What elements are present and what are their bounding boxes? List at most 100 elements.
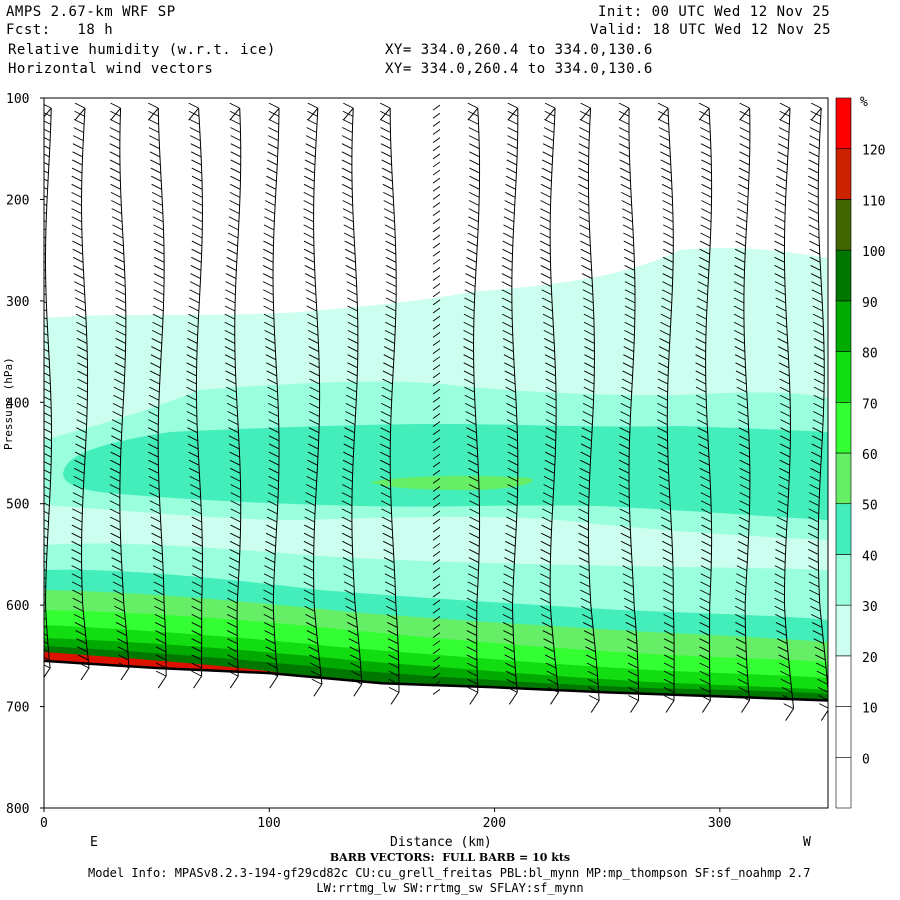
barb-flag (619, 427, 630, 434)
barb-flag (540, 256, 551, 263)
barb-flag (306, 118, 318, 125)
barb-flag (381, 516, 393, 523)
wind-barb-column (733, 102, 751, 713)
barb-flag (695, 354, 706, 361)
barb-flag (343, 565, 354, 572)
barb-bottom-hook (313, 683, 323, 697)
barb-flag (44, 340, 49, 344)
barb-flag (545, 419, 557, 426)
barb-flag (657, 451, 669, 458)
barb-flag (811, 289, 823, 296)
barb-flag (227, 419, 239, 426)
barb-flag (346, 378, 358, 385)
barb-flag (737, 402, 748, 409)
barb-flag (464, 386, 475, 393)
barb-flag (118, 662, 130, 669)
colorbar-swatch (835, 351, 852, 403)
barb-flag (384, 338, 395, 344)
barb-flag (148, 394, 160, 401)
barb-flag (663, 695, 675, 701)
barb-flag (264, 208, 275, 215)
barb-flag (304, 605, 315, 612)
barb-flag (155, 638, 166, 645)
barb-flag (625, 622, 637, 628)
wind-barb-column (303, 102, 323, 697)
colorbar-label: 110 (862, 194, 885, 209)
barb-flag (110, 102, 121, 109)
barb-flag (224, 321, 235, 328)
barb-flag (507, 686, 518, 693)
barb-flag (469, 516, 480, 523)
barb-flag (540, 240, 551, 247)
barb-flag (341, 151, 353, 158)
barb-flag (44, 477, 51, 482)
barb-flag (624, 305, 636, 312)
barb-flag (385, 256, 397, 263)
barb-flag (701, 183, 712, 190)
barb-flag (469, 532, 480, 539)
barb-flag (309, 402, 320, 409)
barb-flag (432, 510, 441, 517)
colorbar-swatch (835, 554, 852, 606)
barb-flag (432, 153, 441, 160)
barb-flag (813, 402, 824, 409)
barb-flag (307, 638, 318, 645)
barb-bottom-hook (157, 675, 167, 689)
barb-flag (305, 613, 316, 620)
barb-flag (152, 321, 163, 328)
barb-flag (191, 638, 202, 645)
barb-flag (588, 695, 600, 701)
barb-flag (618, 118, 630, 125)
barb-flag (810, 467, 821, 474)
barb-flag (584, 346, 595, 352)
barb-flag (75, 630, 86, 636)
barb-flag (700, 492, 712, 499)
barb-flag (382, 183, 394, 190)
barb-flag (502, 597, 513, 604)
barb-flag (306, 305, 318, 312)
barb-flag (579, 118, 590, 125)
barb-flag (618, 127, 630, 133)
barb-flag (230, 159, 241, 166)
barb-flag (432, 567, 441, 574)
barb-flag (624, 313, 636, 320)
barb-flag (469, 167, 480, 174)
barb-flag (808, 565, 819, 572)
barb-flag (347, 297, 358, 304)
barb-flag (543, 127, 555, 133)
barb-flag (229, 208, 240, 215)
barb-flag (578, 500, 589, 507)
barb-top-hook (229, 107, 241, 121)
barb-flag (780, 435, 791, 442)
barb-flag (111, 200, 122, 206)
barb-flag (109, 484, 121, 490)
barb-flag (658, 467, 669, 474)
barb-flag (698, 451, 710, 458)
barb-flag (225, 378, 237, 385)
barb-flag (701, 524, 712, 531)
barb-flag (432, 121, 441, 127)
barb-flag (579, 110, 591, 117)
barb-flag (700, 232, 711, 239)
barb-flag (468, 118, 479, 125)
barb-flag (739, 127, 751, 133)
barb-flag (463, 313, 475, 320)
barb-flag (44, 552, 48, 555)
colorbar-swatch (835, 148, 852, 200)
barb-flag (303, 549, 314, 555)
barb-flag (341, 508, 353, 515)
barb-flag (432, 469, 441, 476)
barb-flag (587, 678, 599, 685)
barb-flag (303, 248, 315, 255)
barb-flag (540, 216, 551, 223)
barb-flag (544, 110, 555, 117)
barb-flag (465, 273, 476, 279)
barb-flag (808, 208, 819, 215)
barb-flag (148, 451, 159, 458)
barb-flag (662, 273, 673, 279)
valid-time: Valid: 18 UTC Wed 12 Nov 25 (590, 22, 832, 38)
barb-flag (385, 297, 397, 304)
barb-flag (350, 662, 361, 669)
barb-flag (736, 654, 747, 661)
barb-flag (114, 256, 125, 263)
